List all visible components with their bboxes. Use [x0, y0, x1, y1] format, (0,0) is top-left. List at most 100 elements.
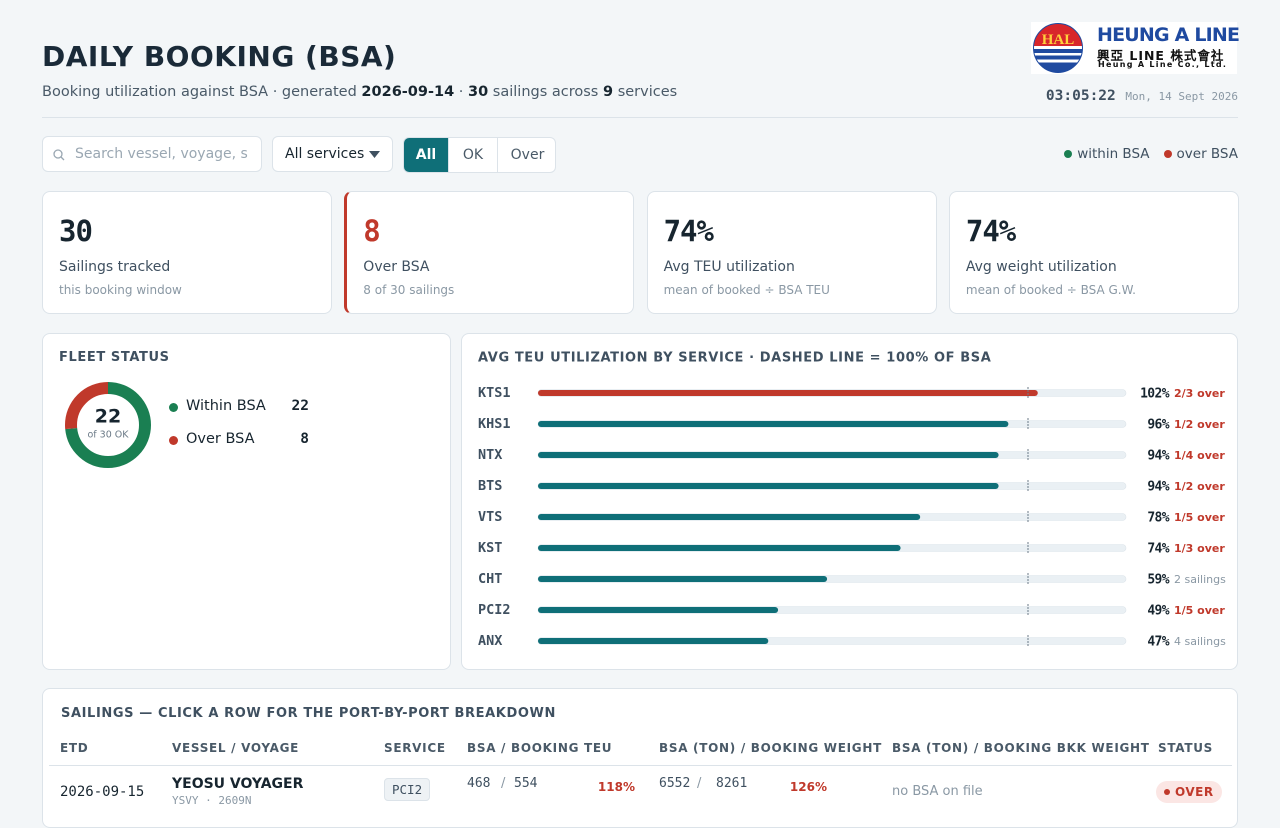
voyage: YSVY · 2609N: [172, 794, 252, 807]
utilization-pct: 126%: [789, 780, 827, 794]
column-header: BSA (TON) / BOOKING WEIGHT: [659, 741, 882, 755]
booked-value: 554: [514, 776, 538, 791]
clock: 03:05:22 Mon, 14 Sept 2026: [1046, 85, 1238, 104]
category-label: VTS: [478, 509, 502, 525]
sailings-count: 30: [468, 84, 489, 100]
column-header: SERVICE: [384, 741, 446, 755]
search-placeholder: Search vessel, voyage, s: [75, 146, 248, 162]
bar: [538, 421, 1009, 427]
legend-label: Over BSA: [186, 431, 255, 447]
kpi-value: 8: [363, 214, 380, 248]
service-select[interactable]: All services: [272, 136, 393, 172]
services-count: 9: [602, 84, 614, 100]
chart-title: AVG TEU UTILIZATION BY SERVICE · DASHED …: [478, 351, 991, 366]
fleet-legend-item: Over BSA 8: [169, 431, 309, 464]
logo-emblem: HAL: [1033, 23, 1083, 73]
table-row[interactable]: 2026-09-15 YEOSU VOYAGER YSVY · 2609N PCI2 4…: [49, 766, 1232, 822]
logo-company: Heung A Line Co., Ltd.: [1098, 60, 1228, 69]
filter-option[interactable]: All: [404, 138, 449, 172]
bar: [538, 452, 999, 458]
value-label: 78%: [1147, 511, 1169, 526]
legend-item: within BSA: [1064, 146, 1150, 162]
category-label: BTS: [478, 478, 502, 494]
legend-value: 22: [291, 398, 309, 414]
logo: HAL HEUNG A LINE 興亞 LINE 株式會社 Heung A Li…: [1031, 22, 1240, 74]
filter-option[interactable]: OK: [449, 138, 498, 172]
value-label: 96%: [1147, 418, 1169, 433]
generated-date: 2026-09-14: [361, 84, 455, 100]
bsa-value: 468: [467, 776, 491, 791]
slash: /: [697, 776, 702, 791]
bar: [538, 483, 999, 489]
donut-segment: [65, 382, 151, 468]
bar: [538, 638, 769, 644]
kpi-card: 8 Over BSA 8 of 30 sailings: [344, 191, 635, 314]
table-header-rule: [49, 765, 1232, 766]
service-pill: PCI2: [384, 778, 431, 801]
legend-label: over BSA: [1176, 146, 1238, 162]
value-label: 94%: [1147, 480, 1169, 495]
column-header: ETD: [60, 741, 89, 755]
bkk-weight: no BSA on file: [892, 784, 983, 799]
sailings-card: SAILINGS — CLICK A ROW FOR THE PORT-BY-P…: [42, 688, 1238, 828]
bar-note: 1/5 over: [1174, 604, 1225, 617]
legend: within BSA over BSA: [1064, 146, 1238, 162]
fleet-legend-item: Within BSA 22: [169, 398, 309, 431]
legend-item: over BSA: [1163, 146, 1238, 162]
clock-time: 03:05:22: [1045, 88, 1116, 104]
bar: [538, 545, 901, 551]
category-label: NTX: [478, 447, 502, 463]
kpi-card: 74% Avg weight utilization mean of booked …: [948, 191, 1239, 314]
donut-center-label: of 30 OK: [88, 430, 130, 441]
column-header: VESSEL / VOYAGE: [172, 741, 300, 755]
clock-date: Mon, 14 Sept 2026: [1125, 90, 1238, 103]
logo-name: HEUNG A LINE: [1097, 24, 1240, 46]
filter-option[interactable]: Over: [510, 147, 545, 163]
kpi-note: mean of booked ÷ BSA G.W.: [965, 283, 1136, 297]
kpi-value: 74%: [965, 214, 1016, 248]
bar: [538, 390, 1038, 396]
kpi-label: Over BSA: [363, 259, 430, 275]
category-label: PCI2: [478, 602, 511, 618]
category-label: KST: [478, 540, 502, 556]
utilization-pct: 118%: [597, 780, 635, 794]
dropdown-caret: [369, 151, 380, 158]
legend-label: Within BSA: [186, 398, 266, 414]
value-label: 94%: [1147, 449, 1169, 464]
subtitle-text: services: [617, 84, 678, 100]
card-title: FLEET STATUS: [59, 350, 170, 365]
fleet-legend: Within BSA 22 Over BSA 8: [169, 398, 309, 464]
service-select-value: All services: [285, 146, 365, 162]
page-title: DAILY BOOKING (BSA): [42, 40, 397, 73]
logo-mark: HAL: [1041, 32, 1075, 48]
column-header: BSA (TON) / BOOKING BKK WEIGHT: [892, 741, 1150, 755]
category-label: KTS1: [478, 385, 511, 401]
bsa-value: 6552: [659, 776, 691, 791]
kpi-note: this booking window: [59, 283, 182, 297]
value-label: 59%: [1147, 573, 1169, 588]
legend-value: 8: [300, 431, 309, 447]
kpi-value: 30: [59, 214, 93, 248]
subtitle-sep: ·: [458, 84, 464, 100]
etd: 2026-09-15: [60, 784, 145, 800]
legend-swatch: [1064, 150, 1073, 158]
search-box[interactable]: Search vessel, voyage, s: [42, 136, 262, 172]
bar: [538, 576, 828, 582]
kpi-label: Sailings tracked: [59, 259, 171, 275]
value-label: 102%: [1140, 387, 1170, 402]
kpi-card: 74% Avg TEU utilization mean of booked ÷ B…: [646, 191, 937, 314]
legend-swatch: [169, 436, 178, 445]
logo-native: 興亞 LINE 株式會社: [1097, 48, 1225, 63]
legend-swatch: [1163, 150, 1172, 158]
booked-value: 8261: [716, 776, 748, 791]
status-filter: All OK Over: [403, 137, 556, 173]
kpi-note: 8 of 30 sailings: [363, 283, 455, 297]
bar-note: 4 sailings: [1174, 635, 1226, 648]
legend-swatch: [169, 403, 178, 412]
category-label: KHS1: [478, 416, 511, 432]
legend-label: within BSA: [1077, 146, 1150, 162]
bar-note: 1/2 over: [1174, 480, 1225, 493]
subtitle-text: Booking utilization against BSA · genera…: [42, 84, 357, 100]
table-title: SAILINGS — CLICK A ROW FOR THE PORT-BY-P…: [61, 706, 556, 721]
fleet-status-card: FLEET STATUS 22 of 30 OK Within BSA 22 Over…: [42, 333, 451, 670]
